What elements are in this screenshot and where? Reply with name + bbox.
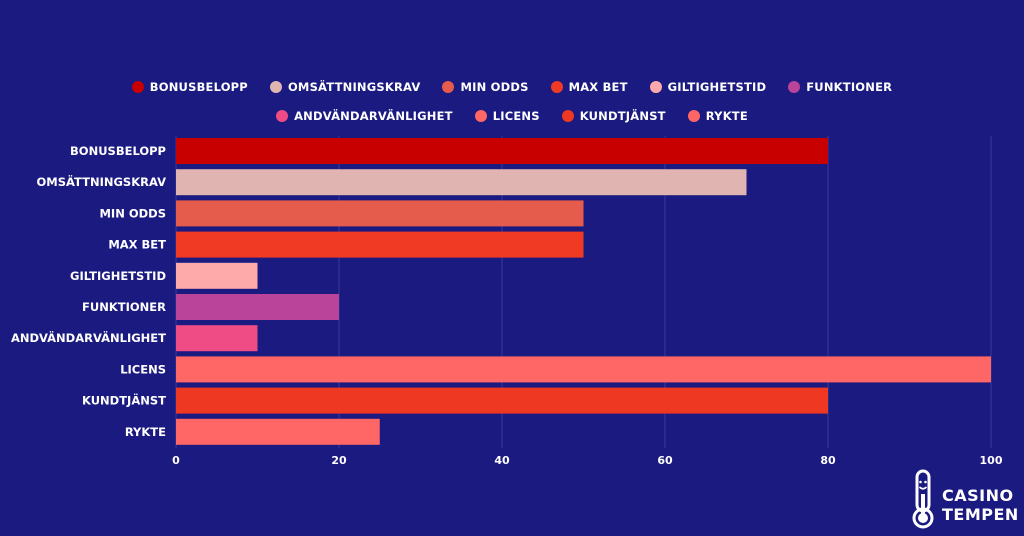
legend-item: RYKTE xyxy=(687,109,748,123)
bar-0 xyxy=(176,138,828,164)
x-tick-labels: 0 20 40 60 80 100 xyxy=(172,454,1003,467)
bar-2 xyxy=(176,200,584,227)
legend-label: MAX BET xyxy=(568,80,628,94)
legend-label: FUNKTIONER xyxy=(806,80,893,94)
x-tick-label: 20 xyxy=(331,454,347,467)
category-labels: BONUSBELOPP OMSÄTTNINGSKRAV MIN ODDS MAX BE… xyxy=(11,144,166,439)
category-label: GILTIGHETSTID xyxy=(70,269,166,283)
legend-item: ANDVÄNDARVÄNLIGHET xyxy=(276,109,453,123)
legend-dot-icon xyxy=(131,81,144,93)
logo-text-tempen: TEMPEN xyxy=(942,505,1019,524)
legend-label: RYKTE xyxy=(705,109,748,123)
legend-label: LICENS xyxy=(492,109,540,123)
category-label: RYKTE xyxy=(125,425,166,439)
legend-item: BONUSBELOPP xyxy=(131,80,248,94)
bar-9 xyxy=(176,418,380,445)
legend-item: FUNKTIONER xyxy=(788,80,892,94)
legend-row-2: ANDVÄNDARVÄNLIGHET LICENS KUNDTJÄNST RYKTE xyxy=(0,109,1024,123)
category-label: MIN ODDS xyxy=(99,206,166,220)
category-label: ANDVÄNDARVÄNLIGHET xyxy=(11,330,166,345)
casino-tempen-logo: CASINO TEMPEN xyxy=(908,468,1018,532)
bar-3 xyxy=(176,231,584,258)
bar-8 xyxy=(176,387,828,414)
legend-item: MAX BET xyxy=(550,80,628,94)
category-label: OMSÄTTNINGSKRAV xyxy=(37,174,167,189)
x-tick-label: 40 xyxy=(494,454,510,467)
category-label: KUNDTJÄNST xyxy=(82,393,166,408)
legend-label: OMSÄTTNINGSKRAV xyxy=(287,80,421,94)
bar-4 xyxy=(176,262,258,289)
category-label: MAX BET xyxy=(108,238,166,252)
legend-dot-icon xyxy=(788,81,801,93)
bar-5 xyxy=(176,294,339,320)
legend-item: OMSÄTTNINGSKRAV xyxy=(269,80,421,94)
legend-dot-icon xyxy=(550,81,563,93)
x-tick-label: 60 xyxy=(657,454,673,467)
category-label: FUNKTIONER xyxy=(82,300,166,314)
legend-label: GILTIGHETSTID xyxy=(667,80,767,94)
legend-item: KUNDTJÄNST xyxy=(561,109,666,123)
legend-item: GILTIGHETSTID xyxy=(649,80,767,94)
x-tick-label: 80 xyxy=(820,454,836,467)
thermometer-icon xyxy=(912,469,934,529)
bar-6 xyxy=(176,325,258,352)
legend-label: MIN ODDS xyxy=(460,80,529,94)
legend-dot-icon xyxy=(687,110,700,122)
category-label: BONUSBELOPP xyxy=(70,144,166,158)
legend-dot-icon xyxy=(269,81,282,93)
legend-item: LICENS xyxy=(474,109,540,123)
category-label: LICENS xyxy=(120,362,166,376)
bars xyxy=(176,138,991,445)
legend-item: MIN ODDS xyxy=(442,80,528,94)
legend-dot-icon xyxy=(474,110,487,122)
legend-dot-icon xyxy=(442,81,455,93)
x-tick-label: 0 xyxy=(172,454,180,467)
legend-label: KUNDTJÄNST xyxy=(579,109,666,123)
legend-dot-icon xyxy=(276,110,289,122)
legend-label: BONUSBELOPP xyxy=(149,80,248,94)
x-tick-label: 100 xyxy=(980,454,1003,467)
bar-1 xyxy=(176,169,747,196)
legend-dot-icon xyxy=(561,110,574,122)
legend-row-1: BONUSBELOPP OMSÄTTNINGSKRAV MIN ODDS MAX BE… xyxy=(0,80,1024,94)
legend-dot-icon xyxy=(649,81,662,93)
logo-text-casino: CASINO xyxy=(942,486,1014,505)
bar-7 xyxy=(176,356,991,383)
legend-label: ANDVÄNDARVÄNLIGHET xyxy=(294,109,453,123)
